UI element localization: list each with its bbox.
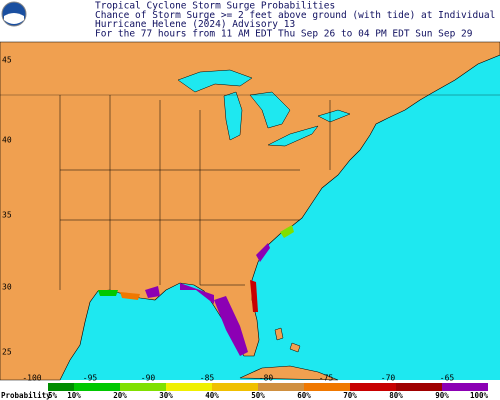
logo-wave	[4, 13, 24, 24]
lat-label: 25	[2, 348, 12, 357]
lon-label: -90	[141, 374, 156, 383]
legend-label: 60%	[297, 391, 311, 400]
borders	[0, 94, 500, 290]
legend-title: Probability	[1, 391, 51, 400]
bahamas	[289, 342, 301, 353]
legend-swatch	[304, 383, 350, 391]
lon-label: -100	[22, 374, 41, 383]
surge-area	[280, 225, 294, 238]
surge-area	[256, 243, 270, 262]
legend-swatch	[166, 383, 212, 391]
lat-label: 35	[2, 211, 12, 220]
lake-erie	[267, 125, 319, 147]
map	[0, 41, 500, 381]
legend-label: 90%	[435, 391, 449, 400]
lon-label: -75	[319, 374, 334, 383]
surge-area	[180, 283, 214, 304]
lake-huron	[249, 91, 291, 129]
lake-ontario	[317, 109, 351, 123]
legend-label: 30%	[159, 391, 173, 400]
lake-superior	[177, 69, 253, 93]
header-line: Hurricane Helene (2024) Advisory 13	[95, 19, 295, 30]
surge-area	[120, 292, 140, 300]
bahamas	[274, 327, 284, 341]
lon-label: -80	[259, 374, 274, 383]
legend-label: 100%	[470, 391, 489, 400]
lat-label: 45	[2, 56, 12, 65]
header-line: Tropical Cyclone Storm Surge Probabiliti…	[95, 1, 335, 12]
lon-label: -65	[440, 374, 455, 383]
legend-label: 40%	[205, 391, 219, 400]
legend-swatch	[120, 383, 166, 391]
surge-areas	[98, 225, 294, 356]
header-line: Chance of Storm Surge >= 2 feet above gr…	[95, 10, 500, 21]
header-line: For the 77 hours from 11 AM EDT Thu Sep …	[95, 28, 473, 39]
legend-label: 50%	[251, 391, 265, 400]
surge-area	[214, 296, 248, 356]
legend-label: 20%	[113, 391, 127, 400]
surge-area	[250, 280, 258, 312]
legend-label: 70%	[343, 391, 357, 400]
surge-area	[98, 290, 118, 296]
lon-label: -70	[381, 374, 396, 383]
lon-label: -85	[200, 374, 215, 383]
lake-michigan	[223, 91, 243, 141]
header: Tropical Cyclone Storm Surge Probabiliti…	[95, 1, 500, 40]
legend-label: 80%	[389, 391, 403, 400]
surge-area	[145, 286, 160, 298]
legend-label: 10%	[67, 391, 81, 400]
legend-swatch	[442, 383, 488, 391]
legend-swatch	[74, 383, 120, 391]
lon-label: -95	[83, 374, 98, 383]
axis-labels: 45 40 35 30 25 -100 -95 -90 -85 -80 -75 -70 -65	[2, 56, 454, 383]
legend-swatch	[212, 383, 258, 391]
legend-label: 5%	[48, 391, 58, 400]
legend-swatch	[396, 383, 442, 391]
lat-label: 30	[2, 283, 12, 292]
cuba	[239, 365, 339, 381]
noaa-logo	[1, 1, 27, 27]
legend-swatch	[48, 383, 74, 391]
legend-swatch	[350, 383, 396, 391]
lat-label: 40	[2, 136, 12, 145]
legend-swatch	[258, 383, 304, 391]
